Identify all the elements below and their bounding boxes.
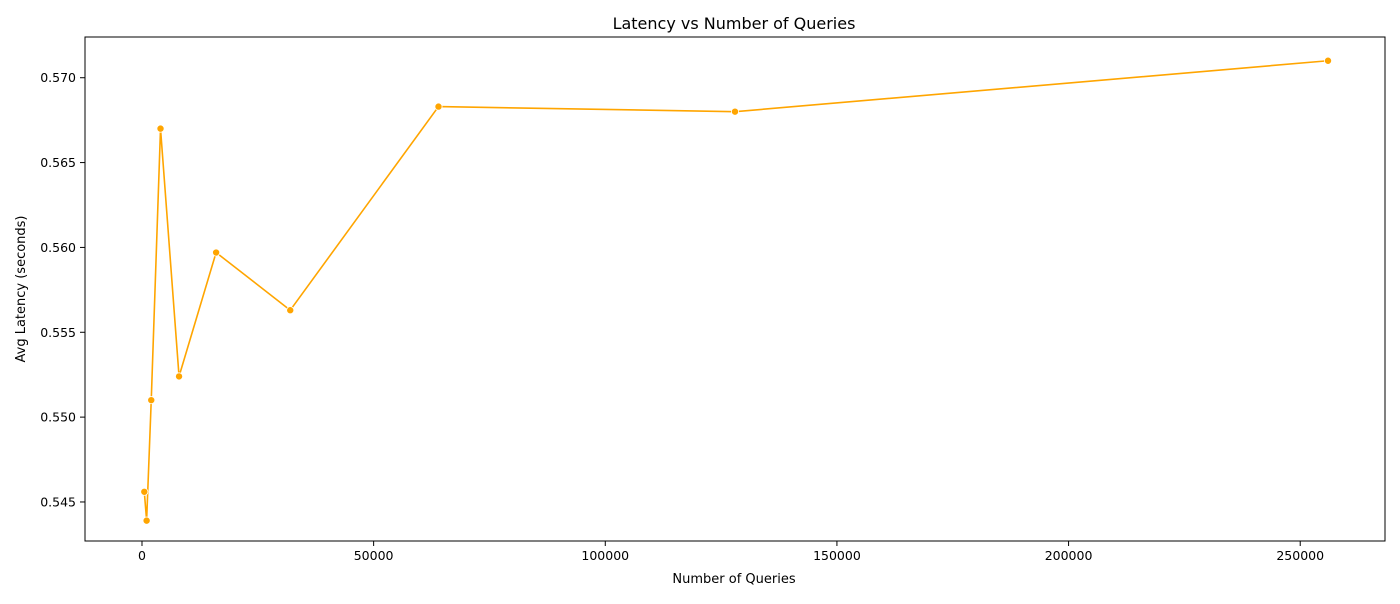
- data-point: [175, 372, 184, 381]
- data-point: [156, 124, 165, 133]
- data-point: [731, 107, 740, 116]
- y-tick-label: 0.560: [40, 240, 76, 255]
- data-point: [147, 396, 156, 405]
- y-tick-label: 0.565: [40, 155, 76, 170]
- y-tick-label: 0.555: [40, 325, 76, 340]
- y-tick-label: 0.550: [40, 410, 76, 425]
- data-point: [1324, 56, 1333, 65]
- chart-title: Latency vs Number of Queries: [613, 14, 856, 33]
- data-point: [286, 306, 295, 315]
- y-axis-ticks: 0.545 0.550 0.555 0.560 0.565 0.570: [40, 70, 85, 509]
- series-layer: [140, 56, 1333, 525]
- x-tick-label: 200000: [1045, 548, 1093, 563]
- data-point: [142, 516, 151, 525]
- data-point: [212, 248, 221, 257]
- y-axis-label: Avg Latency (seconds): [14, 215, 29, 362]
- series-line: [143, 59, 1329, 522]
- x-tick-label: 50000: [354, 548, 394, 563]
- data-point: [434, 102, 443, 111]
- x-tick-label: 150000: [813, 548, 861, 563]
- x-tick-label: 100000: [581, 548, 629, 563]
- x-axis-ticks: 0 50000 100000 150000 200000 250000: [138, 541, 1324, 563]
- plot-frame: [84, 36, 1386, 542]
- x-axis-label: Number of Queries: [672, 572, 795, 587]
- x-tick-label: 250000: [1276, 548, 1324, 563]
- x-tick-label: 0: [138, 548, 146, 563]
- data-point: [140, 487, 149, 496]
- y-tick-label: 0.570: [40, 70, 76, 85]
- plot-area: [84, 36, 1386, 542]
- y-tick-label: 0.545: [40, 494, 76, 509]
